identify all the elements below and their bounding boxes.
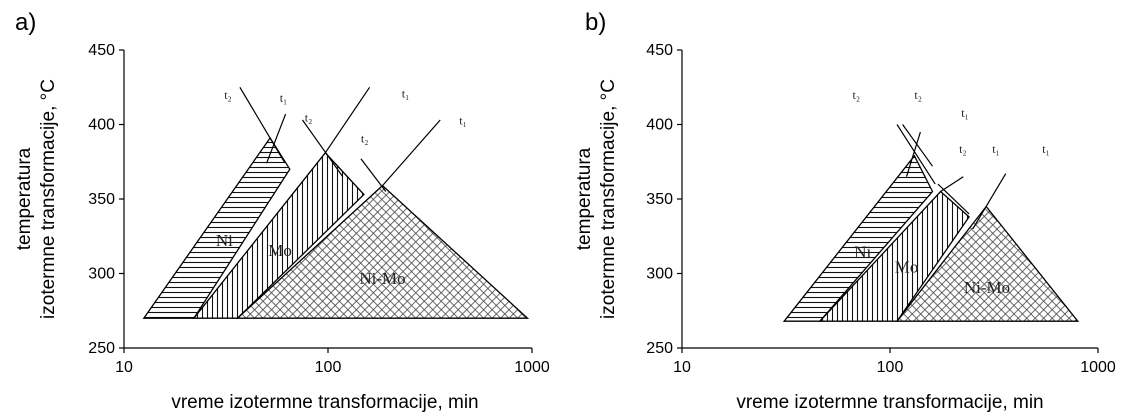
panel-label: a)	[15, 9, 36, 36]
y-axis-title-line1: temperatura	[14, 147, 35, 250]
panel-b: b) Ni Mo Ni-Mo t₂ t₂ t₁ t₂ t₁ t₁ 250 300 350 400 45…	[574, 9, 1116, 413]
line-label: t₂	[914, 88, 922, 102]
transformation-line	[266, 113, 287, 164]
region-mo	[192, 151, 365, 319]
transformation-line	[902, 124, 933, 167]
region-label: Ni	[216, 231, 233, 250]
region-ni	[782, 154, 934, 322]
line-label: t₂	[361, 131, 369, 145]
y-axis-title-line2: izotermne transformacije, °C	[38, 79, 59, 319]
transformation-line	[382, 119, 441, 186]
region-ni-mo	[895, 205, 1080, 322]
y-tick-label: 350	[646, 191, 673, 208]
y-tick-label: 400	[88, 117, 115, 134]
line-label: t₂	[305, 111, 313, 125]
transformation-line	[324, 86, 371, 154]
y-axis-title-line2: izotermne transformacije, °C	[598, 79, 619, 319]
x-axis-title: vreme izotermne transformacije, min	[736, 392, 1043, 413]
line-label: t₁	[1042, 142, 1050, 156]
x-tick-label: 100	[877, 359, 904, 376]
y-tick-label: 300	[646, 266, 673, 283]
transformation-line	[972, 173, 1007, 230]
y-tick-label: 450	[646, 42, 673, 59]
region-label: Mo	[268, 241, 292, 260]
transformation-line	[896, 124, 936, 185]
line-label: t₁	[961, 106, 969, 120]
transformation-line	[937, 183, 970, 215]
transformation-line	[360, 158, 387, 192]
region-mo	[818, 190, 970, 322]
line-label: t₂	[853, 88, 861, 102]
line-label: t₁	[402, 87, 410, 101]
y-tick-label: 250	[88, 340, 115, 357]
y-axis-title-line1: temperatura	[574, 147, 595, 250]
x-tick-label: 1000	[514, 359, 550, 376]
y-tick-label: 350	[88, 191, 115, 208]
region-label: Ni-Mo	[964, 278, 1010, 297]
x-axis-title: vreme izotermne transformacije, min	[171, 392, 478, 413]
x-tick-label: 10	[673, 359, 691, 376]
region-ni	[142, 136, 291, 319]
line-label: t₂	[224, 88, 232, 102]
region-label: Ni-Mo	[359, 269, 405, 288]
line-label: t₂	[959, 142, 967, 156]
x-tick-label: 1000	[1080, 359, 1116, 376]
region-label: Ni	[854, 242, 871, 261]
transformation-line	[905, 131, 921, 177]
transformation-line	[940, 176, 964, 193]
transformation-line	[302, 119, 344, 178]
panel-a: a) Ni Mo Ni-Mo t₂ t₁ t₂ t₁ t₂ t₁ 250 300 350 400 45…	[14, 9, 550, 413]
transformation-line	[239, 86, 285, 163]
panel-label: b)	[585, 9, 606, 36]
y-tick-label: 250	[646, 340, 673, 357]
x-tick-label: 100	[315, 359, 342, 376]
region-ni-mo	[235, 184, 530, 319]
y-tick-label: 300	[88, 266, 115, 283]
line-label: t₁	[992, 142, 1000, 156]
y-tick-label: 450	[88, 42, 115, 59]
line-label: t₁	[459, 114, 467, 128]
x-tick-label: 10	[115, 359, 133, 376]
y-tick-label: 400	[646, 117, 673, 134]
line-label: t₁	[280, 91, 288, 105]
region-label: Mo	[895, 258, 919, 277]
